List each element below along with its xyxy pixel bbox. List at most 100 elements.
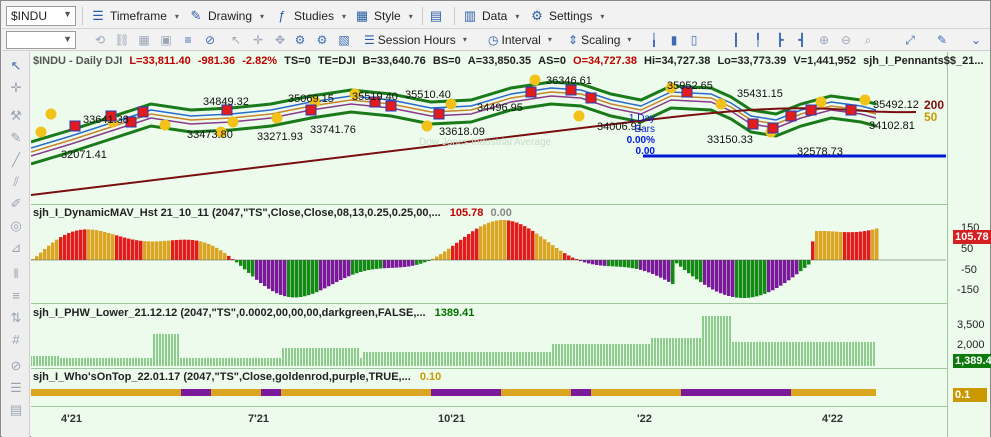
histogram-bar (495, 220, 499, 260)
data-button[interactable]: ▥ Data ▾ (462, 6, 520, 26)
crosshair-icon[interactable]: ✛ (252, 33, 264, 47)
settings-small-icon[interactable]: ⚙ (294, 33, 306, 47)
window-icon[interactable]: ▣ (160, 33, 172, 47)
histogram-bar (339, 260, 343, 281)
open-value: O=34,727.38 (573, 55, 637, 67)
zoom-out-icon[interactable]: ⊖ (840, 33, 852, 47)
study-header-dynamic-mav: sjh_I_DynamicMAV_Hst 21_10_11 (2047,"TS"… (33, 207, 512, 219)
zoom-in-icon[interactable]: ⊕ (818, 33, 830, 47)
signal-square (845, 104, 857, 116)
histogram-bar (719, 260, 723, 294)
settings-button[interactable]: ⚙ Settings ▾ (529, 6, 604, 26)
histogram-bar (567, 255, 571, 260)
compass-icon[interactable]: ⊘ (204, 33, 216, 47)
zones-icon[interactable]: ▤ (9, 402, 23, 417)
histogram-bar (159, 241, 163, 260)
style-button[interactable]: ▦ Style ▾ (354, 6, 413, 26)
bar-chart-icon[interactable]: ╽ (650, 33, 658, 47)
arrows-icon[interactable]: ⇅ (10, 310, 22, 325)
hollow-candle-icon[interactable]: ▯ (690, 33, 698, 47)
histogram-bar (611, 260, 615, 267)
interval-button[interactable]: ◷ Interval ▾ (488, 32, 552, 48)
histogram-bar (835, 231, 839, 260)
vertical-lines-icon[interactable]: ‖ (13, 266, 19, 281)
layout-button[interactable]: ▤ (428, 6, 444, 26)
grid-icon[interactable]: ▦ (138, 33, 150, 47)
timeframe-button[interactable]: ☰ Timeframe ▾ (90, 6, 179, 26)
bar-range-overlay: 1 Day Bars 0.00% 0.00 (617, 113, 655, 157)
stack-icon[interactable]: ☰ (10, 380, 22, 395)
candle-icon[interactable]: ▮ (670, 33, 678, 47)
pennant-dot (573, 110, 585, 122)
histogram-bar (251, 260, 255, 277)
ruler-icon[interactable]: ⊿ (10, 240, 22, 255)
pencil-icon[interactable]: ✎ (10, 130, 22, 145)
pennant-dot (349, 88, 361, 100)
histogram-bar (275, 260, 279, 294)
toolbar-divider (454, 7, 455, 25)
studies-button[interactable]: ƒ Studies ▾ (274, 6, 346, 26)
histogram-bar (747, 260, 751, 298)
session-hours-button[interactable]: ☰ Session Hours ▾ (364, 32, 467, 48)
lines-icon[interactable]: ≡ (184, 33, 192, 47)
histogram-bar (831, 231, 835, 260)
signal-square (137, 106, 149, 118)
histogram-bar (351, 260, 355, 275)
histogram-bar (55, 239, 59, 260)
overlay-bars: Bars (634, 124, 655, 135)
pennant-dot (529, 74, 541, 86)
histogram-bar (83, 229, 87, 260)
expand-icon[interactable]: ┫ (798, 33, 806, 47)
signal-square (105, 110, 117, 122)
cycles-icon[interactable]: ⊘ (10, 358, 22, 373)
histogram-bar (783, 260, 787, 284)
cursor-icon[interactable]: ↖ (230, 33, 242, 47)
crosshair-icon[interactable]: ✛ (10, 80, 22, 95)
chevron-down-icon[interactable]: ⌄ (970, 33, 982, 47)
channel-icon[interactable]: ⫽ (13, 174, 19, 189)
line-tool-icon[interactable]: ╱ (12, 152, 20, 167)
wrench-icon[interactable]: ⚒ (10, 108, 22, 123)
scaling-button[interactable]: ⇕ Scaling ▾ (568, 32, 631, 48)
pan-icon[interactable]: ✥ (274, 33, 286, 47)
refresh-icon[interactable]: ⟲ (94, 33, 106, 47)
edit-icon[interactable]: ✎ (936, 33, 948, 47)
histogram-bar (259, 260, 263, 284)
fibonacci-icon[interactable]: ≡ (12, 288, 20, 303)
histogram-bar (683, 260, 687, 271)
hash-icon[interactable]: # (12, 332, 20, 347)
histogram-bar (799, 260, 803, 272)
zoom-fit-icon[interactable]: ⌕ (864, 33, 872, 47)
link-icon[interactable]: ⛓ (114, 33, 130, 47)
chart-area[interactable]: $INDU - Daily DJI L=33,811.40 -981.36 -2… (31, 52, 991, 437)
histogram-bar (35, 256, 39, 260)
symbol-input[interactable]: $INDU ▼ (6, 6, 76, 26)
histogram-bar (467, 233, 471, 260)
chart-settings-icon[interactable]: ⚙ (316, 33, 328, 47)
histogram-bar (95, 230, 99, 260)
target-icon[interactable]: ◎ (10, 218, 22, 233)
histogram-bar (827, 231, 831, 260)
axis-tick: -50 (961, 264, 977, 276)
histogram-bar (67, 233, 71, 260)
bars-icon[interactable]: ╿ (754, 33, 762, 47)
drawing-button[interactable]: ✎ Drawing ▾ (188, 6, 264, 26)
histogram-bar (795, 260, 799, 275)
chevron-down-icon[interactable]: ▼ (63, 34, 72, 44)
histogram-bar (647, 260, 651, 273)
histogram-bar (615, 260, 619, 267)
add-chart-icon[interactable]: ⤢ (905, 33, 915, 47)
pointer-icon[interactable]: ↖ (10, 58, 22, 73)
histogram-bar (715, 260, 719, 292)
chevron-down-icon[interactable]: ▼ (63, 9, 72, 19)
brush-icon[interactable]: ✐ (10, 196, 22, 211)
compress-icon[interactable]: ┣ (776, 33, 784, 47)
interval-input[interactable]: ▼ (6, 31, 76, 49)
histogram-bar (519, 224, 523, 260)
price-label: 34849.32 (203, 96, 249, 108)
zoom-bars-icon[interactable]: ┃ (732, 33, 740, 47)
histogram-bar (751, 260, 755, 298)
image-icon[interactable]: ▧ (338, 33, 350, 47)
histogram-bar (711, 260, 715, 290)
histogram-bar (147, 241, 151, 260)
